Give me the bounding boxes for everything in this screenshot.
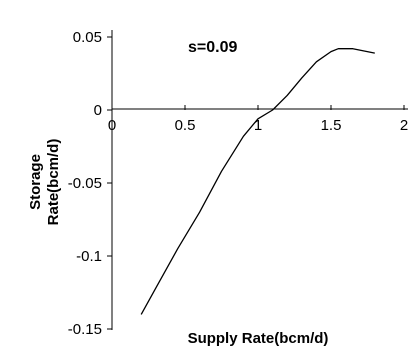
y-axis-title-line1: Storage	[27, 154, 44, 210]
y-tick-label: -0.05	[68, 175, 102, 192]
series-group	[140, 48, 375, 315]
x-tick-label: 0.5	[175, 117, 196, 134]
x-axis-title: Supply Rate(bcm/d)	[188, 330, 329, 347]
chart-annotation: s=0.09	[188, 39, 237, 56]
y-tick-label: -0.15	[68, 321, 102, 338]
x-tick-label: 1.5	[321, 117, 342, 134]
y-tick-label: 0.05	[73, 29, 102, 46]
series-line	[140, 48, 375, 315]
x-tick-label: 2	[400, 117, 408, 134]
x-tick-label: 0	[108, 117, 116, 134]
y-tick-group: 0.05 0 -0.05 -0.1 -0.15	[68, 29, 112, 338]
x-tick-group: 0 0.5 1 1.5 2	[108, 105, 408, 134]
y-tick-label: 0	[94, 102, 102, 119]
x-tick-label: 1	[254, 117, 262, 134]
y-axis-title-line2: Rate(bcm/d)	[45, 139, 62, 226]
y-tick-label: -0.1	[76, 248, 102, 265]
